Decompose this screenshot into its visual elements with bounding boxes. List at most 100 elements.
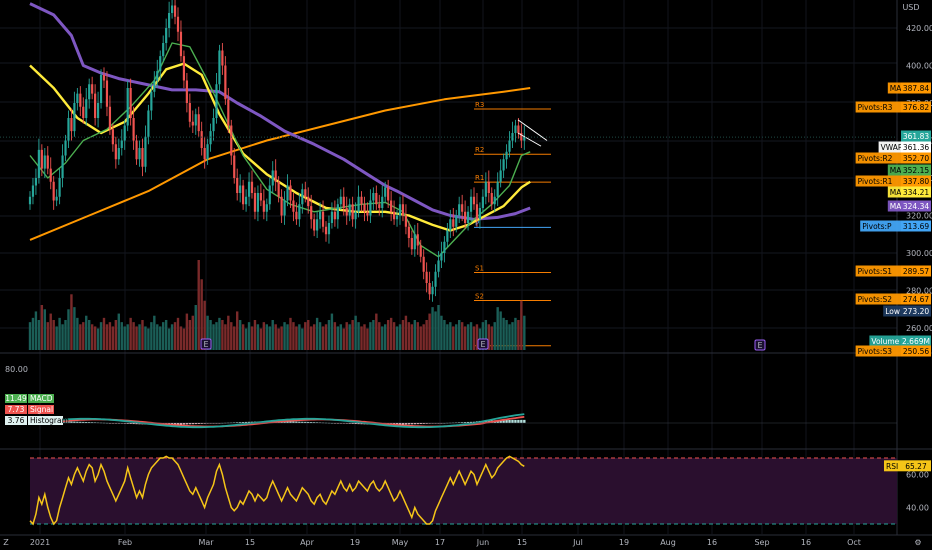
volume-bar: [389, 317, 393, 350]
macd-histogram-bar: [197, 423, 200, 424]
price-tag-label: Pivots:P: [862, 222, 892, 231]
candle-body: [313, 219, 316, 231]
volume-bar: [70, 294, 73, 350]
candle-body: [452, 219, 455, 227]
volume-bar: [58, 317, 61, 350]
candle-body: [425, 271, 428, 283]
candle-body: [102, 74, 106, 81]
candle-body: [265, 204, 268, 212]
volume-bar: [230, 322, 233, 350]
price-tag-value: 274.67: [903, 295, 929, 304]
candle-body: [321, 211, 325, 227]
volume-bar: [493, 322, 496, 350]
candle-body: [455, 215, 458, 227]
pivot-label: R3: [475, 101, 484, 109]
candle-body: [111, 129, 114, 145]
macd-legend-label-box: [28, 416, 63, 425]
macd-tick-label: 80.00: [5, 365, 28, 374]
macd-legend-label: Signal: [30, 405, 53, 414]
macd-histogram-bar: [64, 421, 67, 423]
volume-bar: [336, 326, 340, 350]
candle-body: [73, 103, 76, 132]
candle-body: [499, 170, 502, 182]
price-tag-value-box: [901, 305, 931, 317]
earnings-marker-label: E: [480, 340, 485, 349]
price-tag-value-box: [901, 152, 931, 164]
candle-body: [271, 170, 274, 186]
candle-body: [250, 181, 254, 193]
volume-bar: [416, 322, 419, 350]
macd-histogram-bar: [502, 420, 505, 423]
volume-bars: [28, 260, 526, 350]
candle-body: [230, 125, 233, 156]
candle-body: [345, 208, 348, 216]
macd-histogram-bar: [88, 422, 91, 423]
candle-body: [508, 140, 511, 152]
macd-histogram-bar: [354, 423, 357, 425]
volume-bar: [357, 322, 360, 350]
candle-body: [242, 185, 245, 205]
volume-bar: [40, 305, 44, 350]
macd-legend-item: 11.49 MACD: [5, 394, 54, 403]
price-tag-label: Low: [885, 307, 900, 316]
volume-bar: [238, 320, 242, 350]
volume-bar: [156, 324, 159, 350]
volume-bar: [206, 315, 209, 350]
volume-bar: [375, 313, 378, 350]
candlesticks[interactable]: [28, 0, 526, 302]
macd-histogram-bar: [123, 423, 126, 424]
price-tag-label-box: [869, 335, 901, 347]
candle-body: [188, 103, 191, 122]
candle-body: [40, 149, 43, 169]
candle-body: [446, 230, 449, 242]
candle-body: [268, 185, 271, 205]
volume-bar: [138, 324, 141, 350]
candle-body: [354, 211, 357, 220]
volume-bar: [150, 322, 153, 350]
volume-bar: [277, 328, 280, 350]
volume-bar: [31, 317, 35, 350]
time-tick-label: 15: [245, 538, 255, 547]
price-tag-label-box: [855, 345, 901, 357]
candle-body: [156, 71, 159, 81]
volume-bar: [256, 324, 260, 350]
volume-bar: [345, 322, 348, 350]
candle-body: [91, 84, 94, 94]
macd-pane[interactable]: 11.49 MACD 7.73 Signal 3.76 Histogram: [5, 394, 897, 429]
macd-histogram-bar: [132, 423, 135, 425]
candle-body: [82, 106, 85, 118]
volume-bar: [466, 324, 470, 350]
candle-body: [434, 271, 437, 287]
candle-body: [407, 226, 410, 238]
price-tag-value-box: [901, 293, 931, 305]
volume-bar: [330, 313, 334, 350]
candle-body: [203, 148, 206, 160]
candle-body: [336, 204, 339, 220]
volume-bar: [520, 300, 523, 350]
candle-body: [94, 93, 97, 118]
volume-bar: [295, 326, 298, 350]
macd-histogram-bar: [463, 422, 467, 423]
price-tag-label-box: [887, 164, 901, 176]
volume-bar: [289, 317, 292, 350]
candle-body: [342, 196, 345, 208]
volume-bar: [114, 320, 118, 350]
candle-body: [43, 155, 46, 169]
price-tag-value-box: [901, 130, 931, 142]
macd-histogram-bar: [236, 422, 239, 423]
candle-body: [301, 189, 304, 205]
time-tick-label: Jul: [572, 538, 583, 547]
volume-bar: [221, 320, 224, 350]
volume-bar: [395, 326, 399, 350]
candle-body: [99, 74, 103, 103]
candle-body: [147, 110, 150, 137]
volume-bar: [99, 322, 103, 350]
price-tag: Pivots:R2 352.70: [855, 152, 931, 164]
candle-body: [481, 196, 484, 208]
volume-bar: [511, 322, 514, 350]
rsi-pane[interactable]: [29, 455, 525, 526]
price-tag-label-box: [855, 293, 901, 305]
candle-body: [233, 155, 236, 178]
volume-bar: [179, 326, 183, 350]
